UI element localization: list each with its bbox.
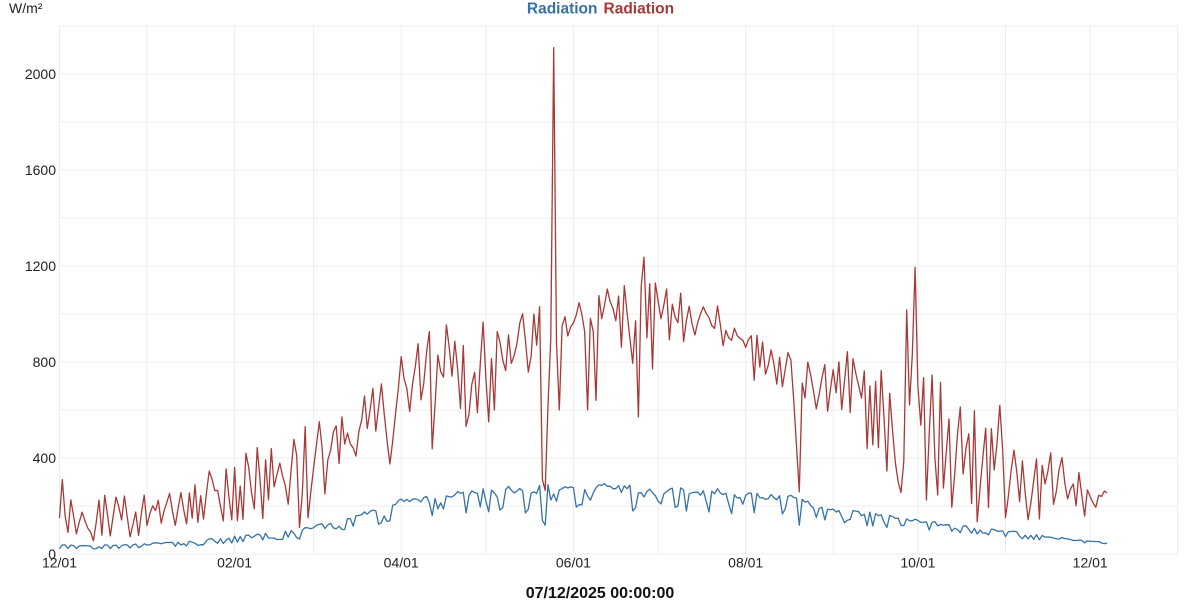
svg-text:07/12/2025 00:00:00: 07/12/2025 00:00:00 [526, 585, 675, 600]
svg-text:08/01: 08/01 [728, 555, 763, 571]
svg-text:06/01: 06/01 [556, 555, 591, 571]
svg-text:12/01: 12/01 [1073, 555, 1108, 571]
svg-text:04/01: 04/01 [384, 555, 419, 571]
svg-text:2000: 2000 [25, 66, 56, 82]
svg-text:0: 0 [48, 546, 56, 562]
svg-text:800: 800 [33, 354, 57, 370]
svg-text:10/01: 10/01 [900, 555, 935, 571]
svg-text:1200: 1200 [25, 258, 56, 274]
svg-text:1600: 1600 [25, 162, 56, 178]
svg-text:Radiation: Radiation [527, 1, 598, 18]
svg-text:02/01: 02/01 [217, 555, 252, 571]
svg-text:W/m²: W/m² [9, 0, 43, 16]
svg-text:12/01: 12/01 [42, 555, 77, 571]
svg-text:Radiation: Radiation [604, 1, 675, 18]
svg-text:400: 400 [33, 450, 57, 466]
